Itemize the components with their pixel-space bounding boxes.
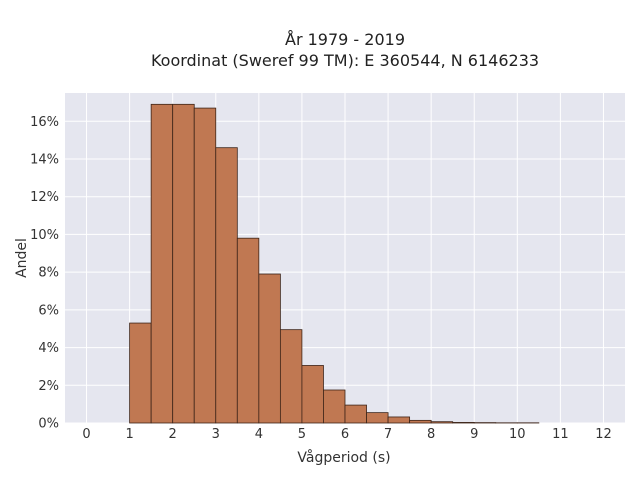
y-tick-label: 10% — [30, 228, 59, 243]
y-tick-label: 0% — [38, 417, 59, 432]
x-tick-label: 2 — [169, 427, 177, 442]
y-tick-label: 8% — [38, 266, 59, 281]
histogram-bar — [366, 412, 389, 424]
x-tick-label: 5 — [298, 427, 306, 442]
y-tick-label: 16% — [30, 115, 59, 130]
y-tick-label: 14% — [30, 153, 59, 168]
y-tick-label: 4% — [38, 341, 59, 356]
histogram-bar — [344, 404, 367, 424]
histogram-bar — [236, 237, 260, 424]
chart-title: År 1979 - 2019 — [285, 30, 405, 49]
histogram-bar — [452, 422, 475, 424]
x-tick-label: 12 — [595, 427, 612, 442]
histogram-bar — [150, 103, 174, 424]
x-tick-label: 4 — [255, 427, 263, 442]
histogram-bar — [301, 365, 324, 424]
y-axis-label: Andel — [14, 238, 30, 278]
histogram-bar — [193, 107, 217, 424]
histogram-bar — [387, 416, 411, 424]
histogram-bar — [215, 147, 238, 424]
y-tick-label: 2% — [38, 379, 59, 394]
x-axis-label: Vågperiod (s) — [297, 449, 390, 466]
x-tick-label: 3 — [212, 427, 220, 442]
x-tick-label: 8 — [427, 427, 435, 442]
x-tick-label: 0 — [82, 427, 90, 442]
y-tick-label: 6% — [38, 303, 59, 318]
x-tick-label: 10 — [509, 427, 526, 442]
y-axis-ticks: 0% 2% 4% 6% 8% 10% 12% 14% 16% — [30, 115, 59, 432]
x-tick-label: 9 — [470, 427, 478, 442]
y-tick-label: 12% — [30, 190, 59, 205]
histogram-bar — [279, 329, 303, 424]
x-axis-ticks: 0 1 2 3 4 5 6 7 8 9 10 11 12 — [82, 427, 611, 442]
histogram-bar — [430, 421, 454, 424]
x-tick-label: 6 — [341, 427, 349, 442]
x-tick-label: 1 — [125, 427, 133, 442]
histogram-bar — [323, 389, 346, 424]
x-tick-label: 7 — [384, 427, 392, 442]
histogram-bar — [129, 322, 152, 424]
histogram-bar — [172, 103, 195, 424]
histogram-bar — [409, 419, 432, 424]
bars — [129, 103, 540, 424]
x-tick-label: 11 — [552, 427, 569, 442]
histogram-bar — [258, 273, 281, 424]
chart-subtitle: Koordinat (Sweref 99 TM): E 360544, N 61… — [151, 51, 539, 70]
